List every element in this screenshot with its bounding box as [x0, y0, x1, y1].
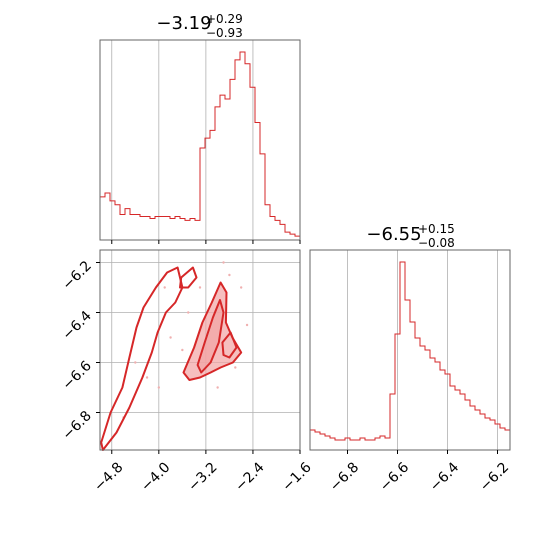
scatter-point: [181, 348, 184, 352]
y-tick-label: −6.2: [59, 258, 94, 293]
x-tick-label: −3.2: [185, 459, 220, 494]
scatter-point: [239, 286, 243, 289]
hist1-title-plus: +0.29: [206, 12, 243, 26]
hist1-step-line: [100, 51, 301, 240]
hist2-title-minus: −0.08: [418, 236, 455, 250]
x-tick-label: −6.2: [477, 459, 512, 494]
contour-panel: −4.8 −4.0 −3.2 −2.4 −1.6 −6.2 −6.4 −6.6 −6.8: [59, 249, 315, 495]
hist1-title-minus: −0.93: [206, 26, 243, 40]
x-tick-label: −4.0: [138, 459, 173, 494]
scatter-point: [245, 323, 249, 327]
contour-x-ticks: −4.8 −4.0 −3.2 −2.4 −1.6: [91, 450, 315, 495]
scatter-point: [198, 286, 202, 289]
scatter-point: [187, 311, 190, 314]
scatter-point: [216, 386, 219, 389]
contour-lines: [100, 266, 243, 451]
contour-outer: [100, 266, 184, 451]
hist1-grid: [111, 40, 254, 240]
y-tick-label: −6.6: [59, 358, 94, 393]
hist1-ticks: [111, 240, 301, 244]
hist1-title: −3.19: [156, 13, 211, 34]
contour-lobe: [179, 266, 198, 289]
x-tick-label: −4.8: [91, 459, 126, 494]
x-tick-label: −6.6: [377, 459, 412, 494]
contour-y-ticks: −6.2 −6.4 −6.6 −6.8: [59, 258, 100, 443]
hist2-x-ticks: −6.8 −6.6 −6.4 −6.2: [327, 450, 512, 495]
hist2-title: −6.55: [366, 224, 421, 245]
hist1-frame: [99, 39, 301, 241]
hist2-title-plus: +0.15: [418, 222, 455, 236]
scatter-point: [222, 261, 225, 264]
scatter-point: [234, 366, 237, 369]
hist2-frame: [309, 249, 511, 451]
contour-frame: [99, 249, 301, 451]
hist-panel-param1: −3.19 +0.29 −0.93: [99, 12, 301, 244]
scatter-point: [228, 273, 231, 277]
x-tick-label: −2.4: [232, 459, 267, 494]
x-tick-label: −6.4: [427, 459, 462, 494]
scatter-point: [134, 361, 137, 364]
hist-panel-param2: −6.55 +0.15 −0.08 −6.8 −6.6 −6.4 −6.2: [309, 222, 512, 495]
y-tick-label: −6.8: [59, 408, 94, 443]
scatter-point: [169, 336, 172, 339]
scatter-point: [145, 376, 149, 379]
y-tick-label: −6.4: [59, 308, 94, 343]
hist2-grid: [347, 250, 498, 450]
x-tick-label: −1.6: [279, 459, 314, 494]
scatter-point: [163, 286, 166, 289]
hist2-step-line: [310, 261, 511, 446]
scatter-point: [157, 386, 161, 389]
contour-main-inner: [196, 299, 225, 374]
x-tick-label: −6.8: [327, 459, 362, 494]
contour-side: [221, 331, 238, 359]
